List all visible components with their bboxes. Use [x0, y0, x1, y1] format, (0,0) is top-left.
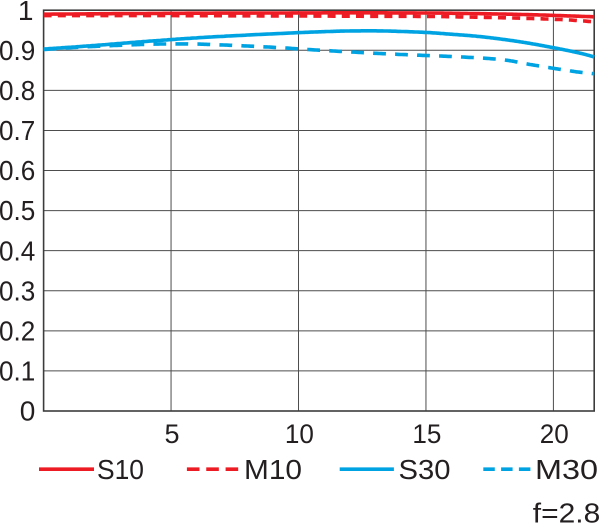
svg-text:5: 5 [164, 419, 179, 449]
svg-text:0: 0 [20, 396, 36, 427]
svg-text:1: 1 [18, 0, 34, 26]
svg-text:0.7: 0.7 [0, 115, 35, 146]
svg-text:M10: M10 [244, 454, 302, 485]
svg-text:f=2.8: f=2.8 [533, 498, 600, 525]
svg-text:20: 20 [540, 419, 569, 449]
svg-text:0.9: 0.9 [0, 35, 35, 66]
svg-text:0.1: 0.1 [0, 356, 35, 387]
svg-text:S10: S10 [97, 454, 144, 485]
svg-text:0.6: 0.6 [0, 155, 35, 186]
svg-text:0.2: 0.2 [0, 315, 35, 346]
svg-text:10: 10 [285, 419, 314, 449]
svg-text:0.8: 0.8 [0, 75, 35, 106]
svg-text:15: 15 [412, 419, 441, 449]
svg-text:0.5: 0.5 [0, 195, 35, 226]
svg-text:M30: M30 [535, 454, 598, 485]
svg-text:0.3: 0.3 [0, 275, 35, 306]
svg-text:0.4: 0.4 [0, 235, 35, 266]
svg-text:S30: S30 [399, 454, 451, 485]
